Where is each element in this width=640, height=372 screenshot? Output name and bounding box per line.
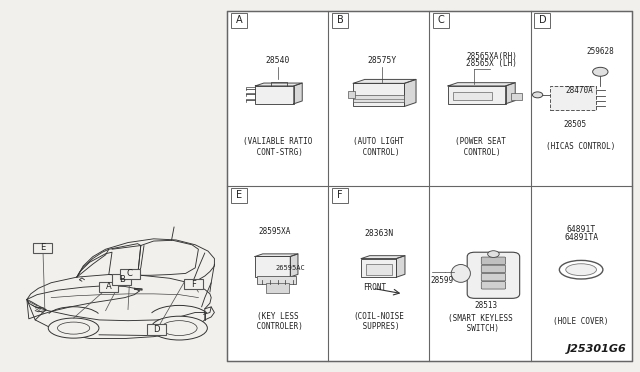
Bar [184, 279, 203, 289]
Text: 28505: 28505 [563, 120, 586, 129]
Polygon shape [353, 80, 416, 83]
Text: D: D [539, 16, 546, 25]
FancyBboxPatch shape [481, 273, 506, 281]
Text: F: F [191, 280, 196, 289]
Bar [255, 86, 294, 104]
Polygon shape [361, 256, 405, 259]
Text: (KEY LESS
 CONTROLER): (KEY LESS CONTROLER) [252, 312, 303, 331]
Text: F: F [337, 190, 343, 200]
Bar [453, 92, 492, 100]
Text: 28470A: 28470A [565, 86, 593, 95]
FancyBboxPatch shape [481, 257, 506, 264]
Text: 64891TA: 64891TA [564, 233, 598, 242]
Text: B: B [118, 275, 125, 284]
Text: 28595XA: 28595XA [259, 227, 291, 236]
Text: (COIL-NOISE
 SUPPRES): (COIL-NOISE SUPPRES) [353, 312, 404, 331]
Polygon shape [255, 254, 298, 257]
Bar [448, 86, 506, 104]
Polygon shape [506, 83, 515, 104]
Ellipse shape [566, 264, 596, 276]
Polygon shape [448, 83, 515, 86]
Text: A: A [106, 282, 111, 291]
Circle shape [593, 67, 608, 76]
Polygon shape [396, 256, 405, 277]
Bar [366, 264, 392, 275]
Bar [550, 86, 596, 110]
FancyBboxPatch shape [481, 282, 506, 289]
Bar [231, 188, 247, 203]
Polygon shape [255, 83, 302, 86]
Ellipse shape [151, 316, 207, 340]
Text: 28599: 28599 [430, 276, 453, 285]
Text: E: E [40, 243, 45, 252]
Text: 28575Y: 28575Y [367, 56, 397, 65]
Bar [112, 274, 131, 285]
Ellipse shape [58, 322, 90, 334]
Bar [332, 188, 348, 203]
Bar [353, 83, 404, 106]
Text: C: C [127, 269, 133, 278]
Text: C: C [438, 16, 445, 25]
Bar [433, 13, 449, 28]
Bar [99, 282, 118, 292]
Bar [511, 93, 522, 100]
Bar [257, 276, 296, 284]
Bar [33, 243, 52, 253]
Text: 259628: 259628 [586, 47, 614, 56]
Bar [266, 283, 289, 293]
FancyBboxPatch shape [481, 265, 506, 273]
Circle shape [488, 251, 499, 257]
Bar [361, 259, 397, 277]
Text: 26595AC: 26595AC [276, 265, 305, 271]
Text: (HOLE COVER): (HOLE COVER) [554, 317, 609, 326]
Bar [120, 269, 140, 279]
Text: 64891T: 64891T [566, 225, 596, 234]
Polygon shape [404, 80, 416, 106]
Text: (HICAS CONTROL): (HICAS CONTROL) [547, 142, 616, 151]
Polygon shape [294, 83, 302, 104]
Circle shape [532, 92, 543, 98]
Bar [534, 13, 550, 28]
Polygon shape [291, 254, 298, 277]
Text: 28540: 28540 [266, 56, 290, 65]
Bar [348, 91, 355, 98]
FancyBboxPatch shape [467, 252, 520, 298]
Ellipse shape [559, 260, 603, 279]
Text: (AUTO LIGHT
 CONTROL): (AUTO LIGHT CONTROL) [353, 137, 404, 157]
Text: B: B [337, 16, 344, 25]
Text: (POWER SEAT
 CONTROL): (POWER SEAT CONTROL) [454, 137, 506, 157]
Ellipse shape [48, 318, 99, 338]
Text: (VALIABLE RATIO
 CONT-STRG): (VALIABLE RATIO CONT-STRG) [243, 137, 312, 157]
Text: J25301G6: J25301G6 [567, 344, 627, 354]
Bar [147, 324, 166, 335]
Bar [353, 95, 404, 102]
Text: D: D [154, 325, 160, 334]
Bar [227, 11, 632, 361]
Text: 28513: 28513 [475, 301, 498, 310]
Bar [255, 257, 290, 277]
Text: A: A [236, 16, 243, 25]
Text: 28363N: 28363N [364, 229, 394, 238]
Text: 28565XA(RH): 28565XA(RH) [466, 52, 517, 61]
Ellipse shape [451, 264, 470, 282]
Text: (SMART KEYLESS
 SWITCH): (SMART KEYLESS SWITCH) [447, 314, 513, 333]
Text: E: E [236, 190, 242, 200]
Ellipse shape [161, 321, 197, 336]
Bar [231, 13, 247, 28]
Bar [332, 13, 348, 28]
Text: 28565X (LH): 28565X (LH) [466, 59, 517, 68]
Text: FRONT: FRONT [363, 283, 386, 292]
